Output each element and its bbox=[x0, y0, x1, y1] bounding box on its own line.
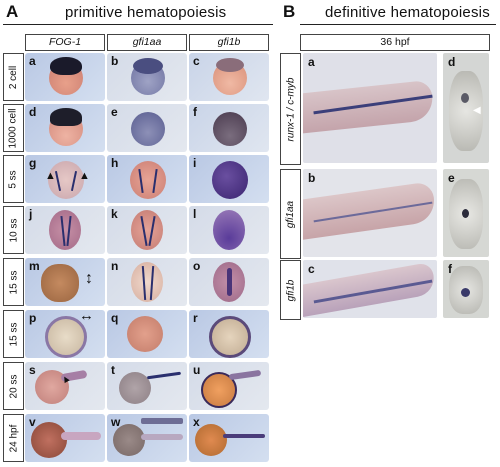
image-panel-u: u bbox=[189, 362, 269, 410]
image-panel-b-f: f bbox=[443, 260, 489, 318]
image-panel-b-e: e bbox=[443, 169, 489, 257]
row-label-24hpf: 24 hpf bbox=[3, 414, 24, 462]
stage-label-36hpf: 36 hpf bbox=[300, 34, 490, 51]
image-panel-b-a: a bbox=[303, 53, 437, 163]
image-panel-g: ▲ ▲ g bbox=[25, 155, 105, 203]
image-panel-w: w bbox=[107, 414, 187, 462]
panel-a-title: primitive hematopoiesis bbox=[65, 4, 227, 21]
image-panel-x: x bbox=[189, 414, 269, 462]
double-arrow-horizontal-icon: ↔ bbox=[79, 310, 94, 324]
panel-a-rule bbox=[3, 24, 273, 25]
image-panel-f: f bbox=[189, 104, 269, 152]
image-panel-q: q bbox=[107, 310, 187, 358]
double-arrow-vertical-icon: ↕ bbox=[85, 270, 93, 287]
panel-b-title: definitive hematopoiesis bbox=[325, 4, 490, 21]
row-label-5ss: 5 ss bbox=[3, 155, 24, 203]
arrowhead-icon: ▲ bbox=[79, 170, 90, 182]
image-panel-v: v bbox=[25, 414, 105, 462]
panel-b-letter: B bbox=[283, 2, 296, 21]
image-panel-l: l bbox=[189, 206, 269, 254]
col-header-gfi1aa: gfi1aa bbox=[107, 34, 187, 51]
row-label-runx1-cmyb: runx-1 / c-myb bbox=[280, 53, 301, 165]
image-panel-k: k bbox=[107, 206, 187, 254]
image-panel-d: d bbox=[25, 104, 105, 152]
col-header-gfi1b: gfi1b bbox=[189, 34, 269, 51]
image-panel-n: n bbox=[107, 258, 187, 306]
image-panel-p: ↔ p bbox=[25, 310, 105, 358]
panel-b-rule bbox=[300, 24, 496, 25]
image-panel-s: ▲ s bbox=[25, 362, 105, 410]
row-label-15ss-a: 15 ss bbox=[3, 258, 24, 306]
row-label-1000cell: 1000 cell bbox=[3, 104, 24, 152]
image-panel-b-b: b bbox=[303, 169, 437, 257]
panel-a-letter: A bbox=[6, 2, 19, 21]
row-label-10ss: 10 ss bbox=[3, 206, 24, 254]
image-panel-i: i bbox=[189, 155, 269, 203]
image-panel-e: e bbox=[107, 104, 187, 152]
image-panel-b: b bbox=[107, 53, 187, 101]
image-panel-m: ↕ m bbox=[25, 258, 105, 306]
image-panel-r: r bbox=[189, 310, 269, 358]
row-label-gfi1b: gfi1b bbox=[280, 260, 301, 320]
row-label-2cell: 2 cell bbox=[3, 53, 24, 101]
image-panel-j: j bbox=[25, 206, 105, 254]
arrow-icon: ◀ bbox=[473, 105, 481, 116]
row-label-gfi1aa: gfi1aa bbox=[280, 169, 301, 259]
image-panel-o: o bbox=[189, 258, 269, 306]
row-label-15ss-b: 15 ss bbox=[3, 310, 24, 358]
image-panel-b-d: ◀ d bbox=[443, 53, 489, 163]
image-panel-t: t bbox=[107, 362, 187, 410]
image-panel-a: a bbox=[25, 53, 105, 101]
image-panel-h: h bbox=[107, 155, 187, 203]
row-label-20ss: 20 ss bbox=[3, 362, 24, 410]
image-panel-c: c bbox=[189, 53, 269, 101]
image-panel-b-c: c bbox=[303, 260, 437, 318]
col-header-fog1: FOG-1 bbox=[25, 34, 105, 51]
arrowhead-icon: ▲ bbox=[45, 170, 56, 182]
